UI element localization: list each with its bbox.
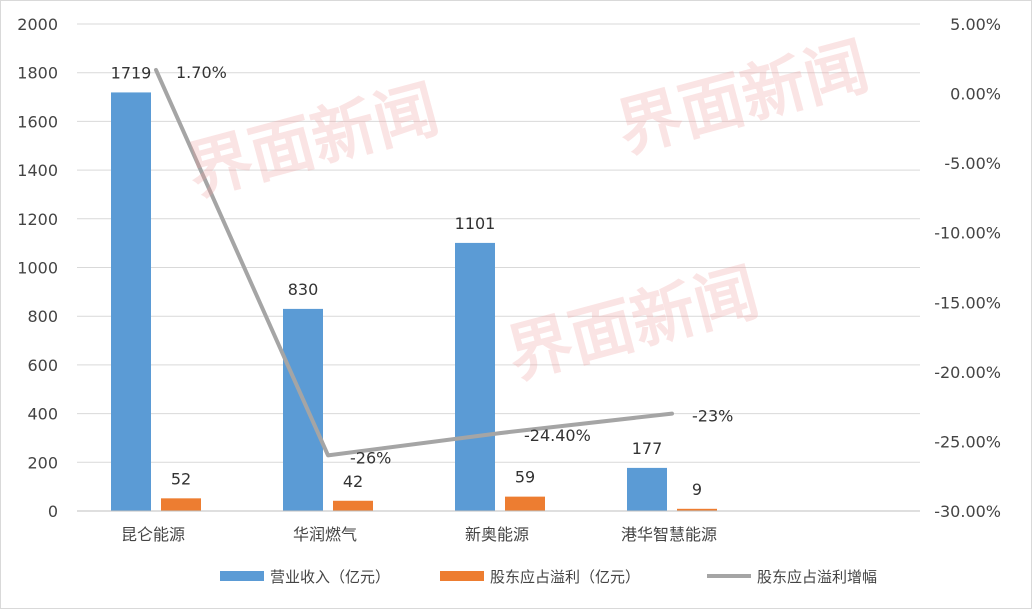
y-left-tick-label: 1400 bbox=[17, 161, 58, 180]
y-left-tick-label: 600 bbox=[27, 356, 58, 375]
data-label: 1101 bbox=[455, 214, 496, 233]
legend-entry: 股东应占溢利增幅 bbox=[757, 568, 877, 586]
grid bbox=[77, 23, 920, 463]
y-left-tick-label: 1200 bbox=[17, 210, 58, 229]
legend-entry: 营业收入（亿元） bbox=[270, 568, 390, 586]
line-point bbox=[326, 453, 330, 457]
y-left-tick-label: 800 bbox=[27, 307, 58, 326]
y-left-tick-label: 200 bbox=[27, 453, 58, 472]
y-right-tick-label: -10.00% bbox=[934, 224, 1001, 243]
legend: 营业收入（亿元） 股东应占溢利（亿元） 股东应占溢利增幅 bbox=[220, 568, 877, 586]
bar bbox=[333, 500, 373, 511]
legend-entry: 股东应占溢利（亿元） bbox=[490, 568, 640, 586]
x-tick-label: 新奥能源 bbox=[465, 525, 529, 544]
bar bbox=[111, 92, 151, 512]
bar bbox=[627, 467, 667, 511]
legend-swatch bbox=[220, 571, 264, 581]
data-label: 1719 bbox=[111, 63, 152, 82]
line-data-label: 1.70% bbox=[176, 63, 227, 82]
y-right-tick-label: -15.00% bbox=[934, 293, 1001, 312]
legend-swatch bbox=[440, 571, 484, 581]
data-labels: 1719 830 1101 177 52 42 59 9 1.70% -26% -24.40% -23… bbox=[111, 63, 734, 499]
data-label: 52 bbox=[171, 469, 191, 488]
data-label: 9 bbox=[692, 480, 702, 499]
line-data-label: -26% bbox=[350, 448, 391, 467]
y-right-tick-label: -20.00% bbox=[934, 363, 1001, 382]
x-tick-label: 港华智慧能源 bbox=[621, 525, 717, 544]
data-label: 42 bbox=[343, 472, 363, 491]
data-label: 59 bbox=[515, 468, 535, 487]
x-tick-label: 昆仑能源 bbox=[121, 525, 185, 544]
x-tick-label: 华润燃气 bbox=[293, 525, 357, 544]
bar bbox=[505, 496, 545, 511]
line-point bbox=[498, 431, 502, 435]
y-left-tick-label: 1000 bbox=[17, 259, 58, 278]
y-left-tick-label: 0 bbox=[48, 502, 58, 521]
y-right-tick-label: -5.00% bbox=[944, 154, 1001, 173]
bars bbox=[111, 92, 717, 512]
line-data-label: -24.40% bbox=[524, 426, 591, 445]
y-left-tick-label: 2000 bbox=[17, 15, 58, 34]
y-right-tick-label: -30.00% bbox=[934, 502, 1001, 521]
bar bbox=[161, 498, 201, 511]
bar bbox=[455, 242, 495, 511]
line-point bbox=[154, 68, 158, 72]
line-point bbox=[670, 412, 674, 416]
data-label: 177 bbox=[632, 439, 663, 458]
y-right-tick-label: 0.00% bbox=[950, 85, 1001, 104]
y-left-tick-label: 1800 bbox=[17, 64, 58, 83]
y-right-tick-label: -25.00% bbox=[934, 432, 1001, 451]
line-series bbox=[154, 67, 674, 458]
y-left-tick-label: 400 bbox=[27, 405, 58, 424]
bar bbox=[283, 308, 323, 511]
y-left-tick-label: 1600 bbox=[17, 112, 58, 131]
growth-line bbox=[154, 67, 674, 458]
data-label: 830 bbox=[288, 280, 319, 299]
axes: 0 200 400 600 800 1000 1200 1400 1600 1800 2000 -30… bbox=[17, 15, 1001, 544]
y-right-tick-label: 5.00% bbox=[950, 15, 1001, 34]
bar bbox=[677, 508, 717, 511]
line-data-label: -23% bbox=[692, 407, 733, 426]
